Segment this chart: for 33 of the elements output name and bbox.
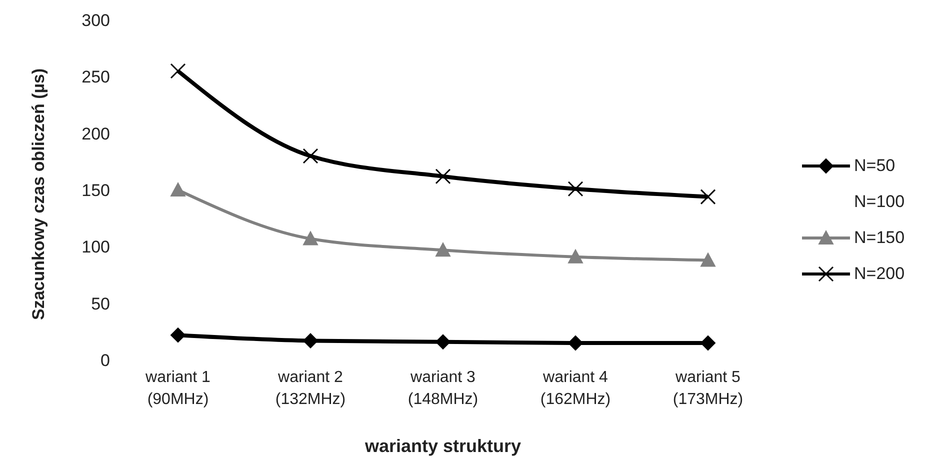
y-tick-label: 200 (82, 124, 110, 144)
y-tick-label: 150 (82, 181, 110, 200)
text: N=100 (854, 192, 905, 212)
y-tick-label: 100 (82, 238, 110, 257)
x-axis-title: warianty struktury (364, 436, 522, 456)
x-tick-label: wariant 3 (148MHz) (408, 369, 478, 408)
y-tick-label: 250 (82, 68, 110, 87)
legend-label: N=200 (854, 264, 905, 284)
x-tick-label: wariant 5 (173MHz) (672, 369, 744, 408)
point (700, 252, 716, 267)
y-axis-title: Szacunkowy czas obliczeń (µs) (29, 68, 48, 320)
y-tick-label: 0 (100, 351, 110, 370)
point (302, 148, 318, 164)
point (435, 168, 451, 184)
point (700, 189, 716, 205)
point (436, 242, 450, 257)
legend-label: N=50 (854, 156, 896, 176)
point (568, 336, 583, 350)
point (436, 334, 450, 350)
y-tick-label: 300 (82, 11, 110, 30)
point (568, 181, 584, 197)
legend-label: N=150 (854, 228, 905, 248)
point (303, 333, 318, 348)
point (303, 231, 318, 246)
point (700, 336, 716, 350)
point (568, 249, 583, 264)
point (170, 63, 186, 79)
y-tick-label: 50 (91, 294, 110, 314)
x-tick-label: wariant 2 (132MHz) (275, 369, 346, 408)
x-tick-label: wariant 4 (162MHz) (540, 369, 611, 408)
point (170, 182, 186, 196)
x-tick-label: wariant 1 (90MHz) (144, 369, 211, 408)
point (170, 328, 186, 343)
